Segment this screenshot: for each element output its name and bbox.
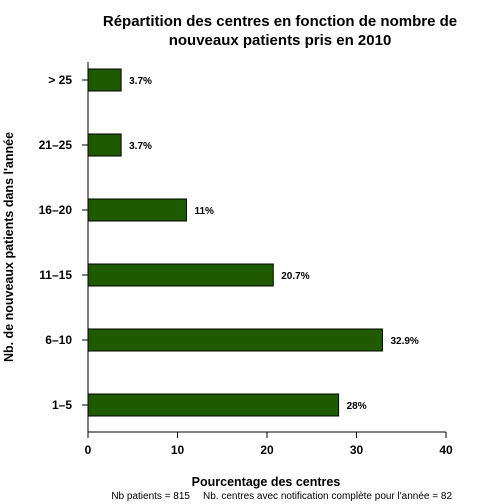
bar-3 — [87, 198, 187, 222]
chart-title-line-2: nouveaux patients pris en 2010 — [169, 32, 392, 49]
x-axis-title: Pourcentage des centres — [192, 475, 341, 489]
x-ticks-group: 0 10 20 30 40 — [85, 432, 453, 457]
bar-1 — [87, 328, 383, 352]
y-tick-label-1: 6–10 — [45, 333, 72, 347]
y-tick-label-0: 1–5 — [52, 398, 72, 412]
bar-0 — [87, 393, 340, 417]
footer-patients: Nb patients = 815 — [111, 491, 190, 502]
x-tick-label-2: 20 — [260, 443, 274, 457]
y-tick-label-3: 16–20 — [39, 203, 73, 217]
y-tick-label-2: 11–15 — [39, 268, 72, 282]
bar-value-label-1: 32.9% — [390, 336, 418, 347]
x-tick-label-4: 40 — [439, 443, 453, 457]
bars-group: 28% 32.9% 20.7% 11% 3.7% 3.7% — [87, 68, 419, 417]
bar-value-label-3: 11% — [194, 206, 214, 217]
bar-2 — [87, 263, 274, 287]
y-tick-label-4: 21–25 — [39, 138, 73, 152]
y-tick-label-5: > 25 — [48, 73, 72, 87]
bar-value-label-5: 3.7% — [129, 76, 152, 87]
x-tick-label-3: 30 — [350, 443, 364, 457]
y-ticks-group: 1–5 6–10 11–15 16–20 21–25 > 25 — [39, 73, 88, 412]
chart-title-line-1: Répartition des centres en fonction de n… — [103, 13, 457, 30]
x-tick-label-1: 10 — [171, 443, 185, 457]
bar-4 — [87, 133, 122, 157]
bar-value-label-4: 3.7% — [129, 141, 152, 152]
y-axis-title: Nb. de nouveaux patients dans l'année — [2, 132, 16, 362]
bar-value-label-0: 28% — [347, 401, 367, 412]
footer-centres: Nb. centres avec notification complète p… — [203, 491, 452, 502]
bar-5 — [87, 68, 122, 92]
x-tick-label-0: 0 — [85, 443, 92, 457]
bar-value-label-2: 20.7% — [281, 271, 309, 282]
